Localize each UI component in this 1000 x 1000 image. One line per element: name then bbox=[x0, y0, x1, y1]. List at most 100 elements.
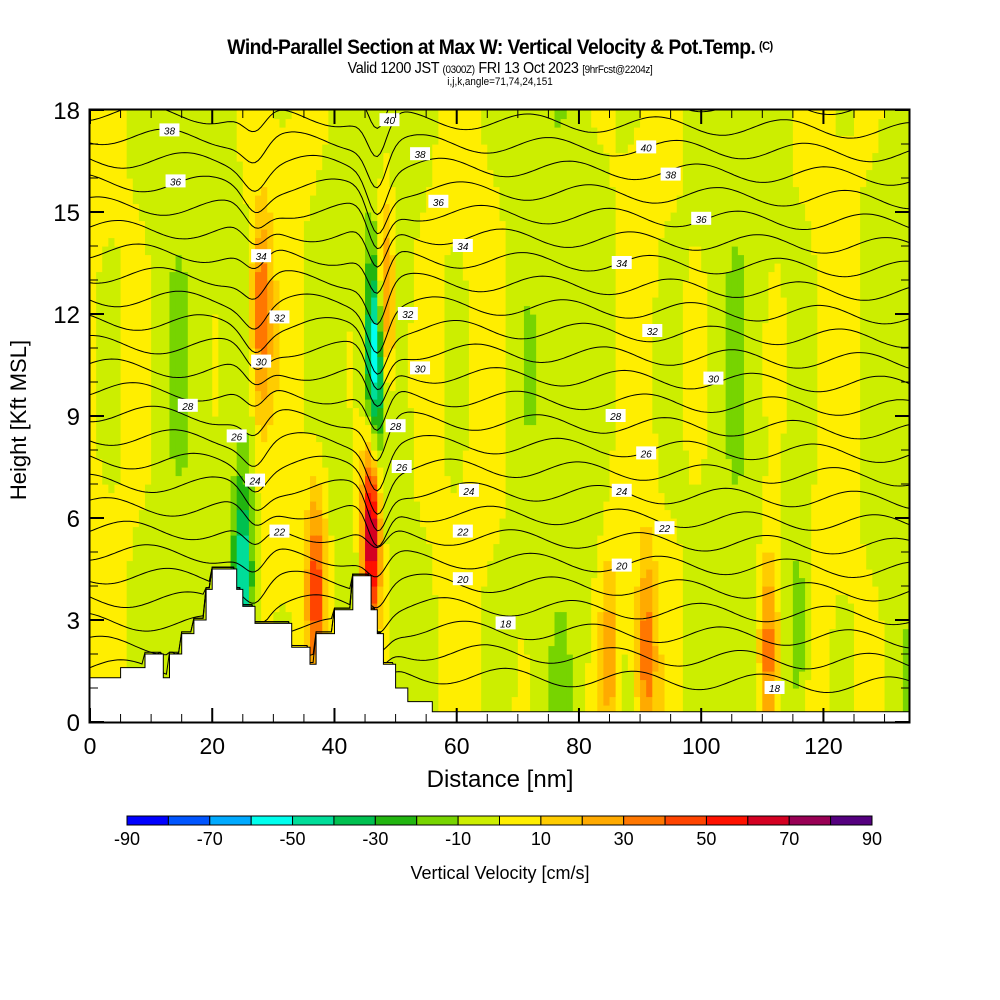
field-cell bbox=[175, 475, 183, 722]
field-cell bbox=[120, 110, 128, 722]
copyright-mark: (C) bbox=[759, 39, 773, 53]
contour-label: 36 bbox=[691, 211, 712, 226]
theta-contour bbox=[90, 544, 909, 579]
field-cell bbox=[365, 212, 372, 264]
field-cell bbox=[493, 186, 501, 545]
field-cell bbox=[248, 348, 256, 417]
field-cell bbox=[371, 484, 378, 502]
field-cell bbox=[261, 229, 268, 264]
colorbar: -90 -70 -50 -30 -10 10 30 50 70 90 bbox=[114, 815, 882, 849]
field-cell bbox=[682, 450, 690, 722]
field-cell bbox=[248, 560, 256, 587]
field-cell bbox=[609, 110, 617, 188]
contour-label-bg bbox=[495, 616, 516, 630]
field-cell bbox=[151, 110, 158, 722]
field-cell bbox=[493, 110, 501, 188]
field-cell bbox=[358, 484, 366, 579]
field-cell bbox=[322, 518, 329, 681]
field-cell bbox=[487, 110, 494, 171]
field-cell bbox=[603, 501, 611, 562]
field-cell bbox=[652, 110, 660, 298]
x-tick-label: 20 bbox=[199, 733, 225, 759]
field-cell bbox=[811, 110, 818, 256]
field-cell bbox=[481, 110, 488, 145]
field-cell bbox=[255, 110, 262, 196]
field-cell bbox=[273, 110, 281, 120]
field-cell bbox=[255, 271, 262, 349]
contour-label: 34 bbox=[251, 249, 272, 263]
valid-date: FRI 13 Oct 2023 bbox=[478, 60, 579, 77]
contour-label-bg bbox=[703, 371, 724, 385]
contour-label-bg bbox=[269, 310, 290, 324]
field-cell bbox=[456, 110, 464, 247]
contour-label-text: 28 bbox=[181, 402, 194, 413]
field-cell bbox=[255, 492, 262, 630]
contour-label: 32 bbox=[642, 324, 663, 338]
field-cell bbox=[383, 110, 391, 154]
contour-label: 28 bbox=[605, 409, 626, 423]
field-cell bbox=[762, 110, 770, 324]
field-cell bbox=[456, 246, 464, 485]
field-cell bbox=[676, 110, 684, 196]
field-cell bbox=[627, 110, 635, 145]
field-cell bbox=[774, 263, 782, 613]
theta-contour bbox=[90, 405, 909, 462]
field-cell bbox=[371, 467, 378, 477]
contour-label-text: 22 bbox=[273, 528, 286, 539]
field-cell bbox=[175, 254, 183, 477]
contour-label-bg bbox=[428, 194, 449, 208]
colorbar-segment bbox=[499, 815, 542, 826]
field-cell bbox=[554, 611, 562, 722]
field-cell bbox=[267, 424, 274, 672]
field-cell bbox=[566, 654, 574, 722]
field-cell bbox=[371, 399, 378, 417]
contour-label-bg bbox=[177, 398, 198, 412]
field-cell bbox=[96, 458, 103, 722]
field-cell bbox=[358, 450, 366, 485]
field-cell bbox=[456, 484, 464, 722]
theta-contour bbox=[90, 566, 909, 609]
field-cell bbox=[609, 560, 617, 613]
field-cell bbox=[383, 543, 391, 698]
field-cell bbox=[377, 331, 384, 358]
x-tick-label: 40 bbox=[322, 733, 348, 759]
field-cell bbox=[621, 654, 629, 722]
contour-label: 26 bbox=[391, 460, 412, 474]
field-cell bbox=[377, 110, 384, 179]
field-cell bbox=[365, 467, 372, 477]
field-cell bbox=[377, 305, 384, 332]
field-cell bbox=[646, 696, 653, 722]
field-cell bbox=[346, 331, 354, 409]
contour-label: 24 bbox=[458, 483, 479, 498]
field-cell bbox=[719, 110, 727, 722]
field-cell bbox=[248, 263, 256, 349]
field-cell bbox=[322, 144, 329, 468]
field-cell bbox=[310, 475, 317, 502]
contour-label: 22 bbox=[654, 521, 675, 535]
field-cell bbox=[340, 110, 348, 722]
field-cell bbox=[365, 110, 372, 213]
y-tick-label: 18 bbox=[53, 98, 80, 125]
field-cell bbox=[762, 586, 770, 630]
field-cell bbox=[279, 110, 287, 128]
field-cell bbox=[640, 577, 647, 621]
theta-contours bbox=[90, 110, 909, 694]
field-cell bbox=[860, 186, 867, 545]
x-tick-label: 120 bbox=[804, 733, 842, 759]
field-cell bbox=[212, 314, 219, 417]
field-cell bbox=[365, 263, 372, 315]
y-tick-label: 15 bbox=[53, 200, 80, 227]
y-tick-label: 12 bbox=[53, 302, 80, 329]
field-cell bbox=[762, 475, 770, 553]
contour-label: 40 bbox=[379, 113, 400, 127]
contour-label-text: 24 bbox=[462, 487, 475, 498]
field-cell bbox=[261, 399, 268, 443]
colorbar-segment bbox=[540, 815, 583, 826]
field-cell bbox=[273, 390, 281, 613]
field-cell bbox=[872, 110, 880, 154]
field-cell bbox=[365, 424, 372, 443]
theta-contour bbox=[90, 267, 909, 325]
field-cell bbox=[310, 535, 317, 562]
field-cell bbox=[230, 475, 238, 536]
field-cell bbox=[872, 152, 880, 587]
